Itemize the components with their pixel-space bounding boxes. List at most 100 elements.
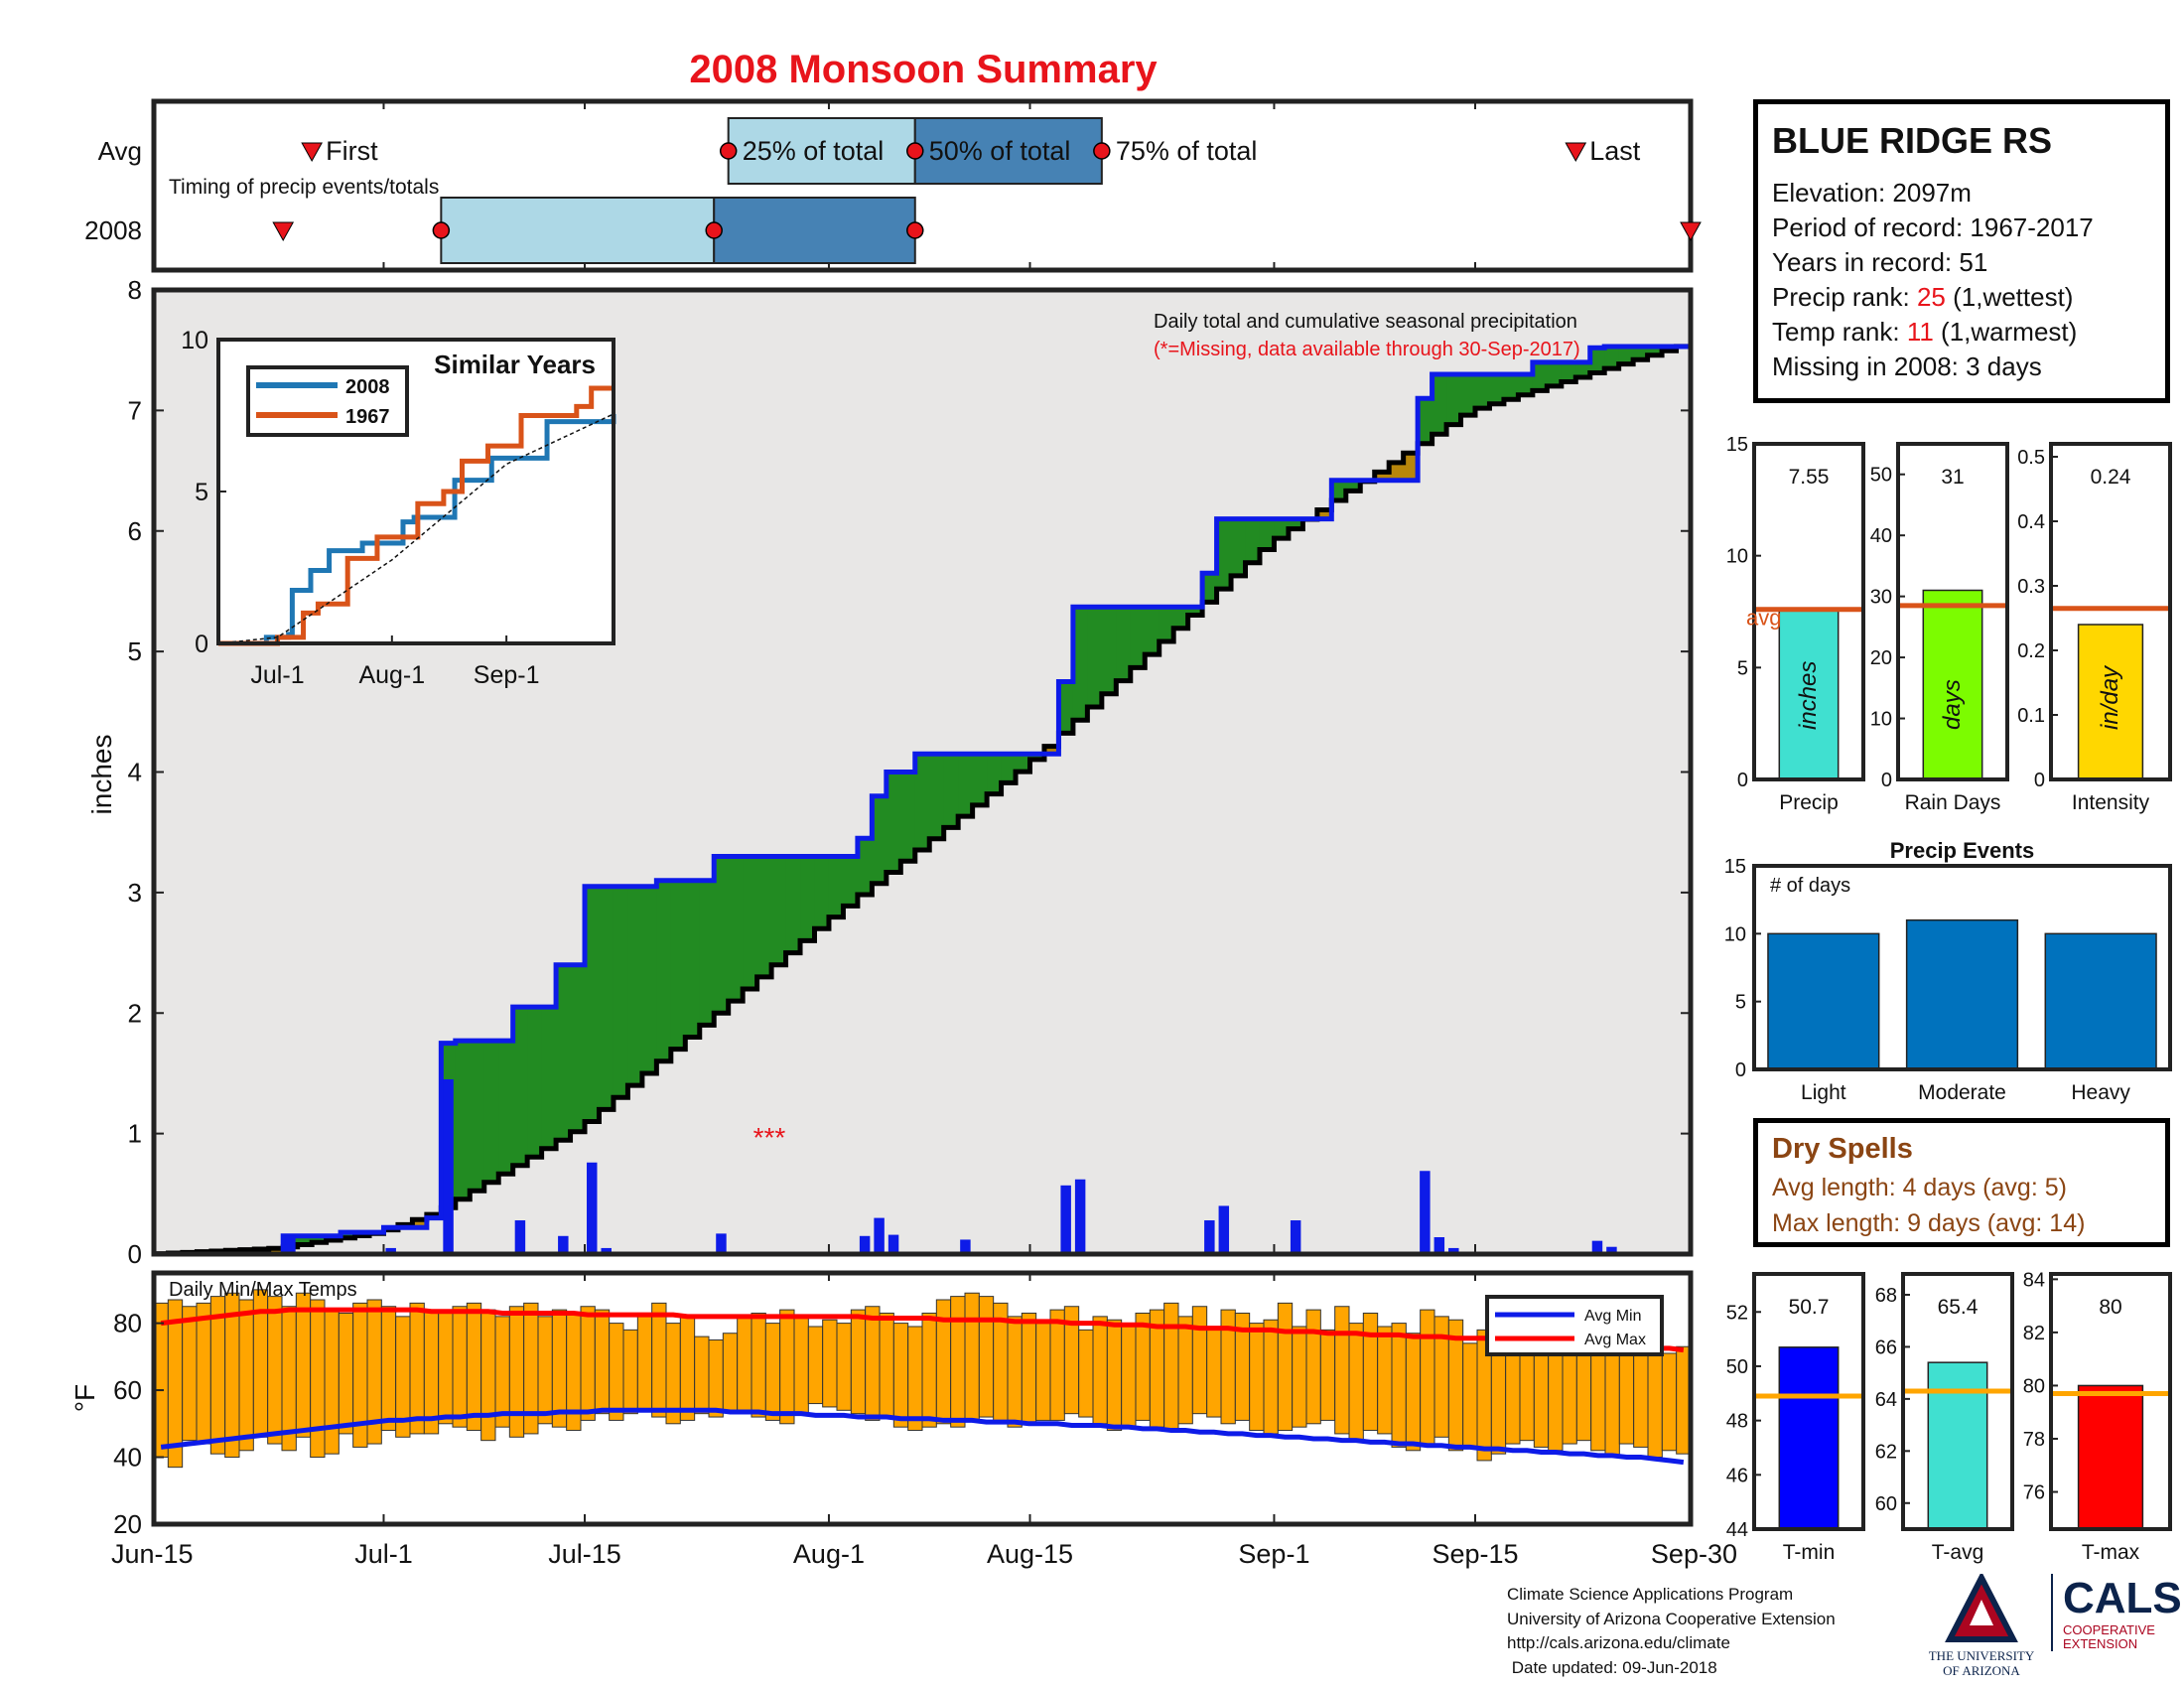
summary-rain-days-tick-label: 10 <box>1870 709 1892 731</box>
above-average-fill <box>556 964 572 1141</box>
inset-x-tick-label: Jul-1 <box>250 661 304 689</box>
chart-title: 2008 Monsoon Summary <box>689 48 1158 91</box>
daily-precip-bar <box>1448 1247 1459 1254</box>
temp-summary-t-avg-value-label: 65.4 <box>1938 1296 1979 1319</box>
precip-events-bar <box>1767 932 1880 1070</box>
timing-marker <box>705 221 723 239</box>
above-average-fill <box>599 886 614 1110</box>
summary-intensity-tick-label: 0.3 <box>2017 576 2045 598</box>
above-average-fill <box>1087 607 1103 707</box>
above-average-fill <box>1547 361 1563 386</box>
timing-box-q2-y2008 <box>713 197 916 264</box>
above-average-fill <box>1029 754 1045 760</box>
temp-summary-t-min-tick-label: 52 <box>1726 1302 1748 1324</box>
daily-temp-bar <box>737 1316 752 1415</box>
summary-precip-frame <box>1752 442 1865 781</box>
above-average-fill <box>1561 361 1576 382</box>
daily-temp-bar <box>1078 1329 1094 1418</box>
daily-temp-bar <box>324 1309 340 1455</box>
daily-temp-bar <box>636 1312 653 1411</box>
summary-rain-days-tick-label: 0 <box>1881 770 1892 791</box>
x-tick-label: Sep-1 <box>1238 1539 1309 1569</box>
daily-temp-bar <box>694 1336 710 1415</box>
cals-line-1: COOPERATIVE <box>2063 1622 2155 1637</box>
temp-rank-value: 11 <box>1906 317 1934 347</box>
above-average-fill <box>627 886 643 1086</box>
daily-precip-bar <box>601 1247 612 1254</box>
above-average-fill <box>1187 607 1203 616</box>
daily-temp-bar <box>1604 1349 1620 1459</box>
temp-panel-title: Daily Min/Max Temps <box>169 1279 357 1301</box>
above-average-fill <box>1589 348 1605 373</box>
temp-summary-t-max-tick-label: 76 <box>2023 1482 2045 1504</box>
temp-plot-frame <box>151 1270 1694 1527</box>
daily-temp-bar <box>580 1306 596 1421</box>
daily-temp-bar <box>494 1316 510 1428</box>
summary-unit-label: inches <box>1795 661 1822 730</box>
daily-temp-bar <box>1206 1326 1222 1418</box>
precip-events-frame <box>1752 864 2172 1071</box>
station-temp-rank: Temp rank: 11 (1,warmest) <box>1772 317 2078 347</box>
above-average-fill <box>886 772 901 873</box>
temp-summary-t-avg-bar <box>1927 1361 1988 1530</box>
avg-max-temp-line <box>160 1307 1685 1353</box>
avg-min-temp-line <box>160 1407 1685 1466</box>
timing-label-50: 50% of total <box>929 136 1071 166</box>
timing-label-last: Last <box>1589 136 1641 166</box>
daily-temp-bar <box>978 1296 995 1418</box>
y-tick-label: 8 <box>128 275 142 305</box>
daily-precip-bar <box>887 1234 899 1254</box>
daily-temp-bar <box>438 1312 454 1425</box>
daily-temp-bar <box>1106 1319 1123 1432</box>
daily-precip-bar <box>558 1235 569 1254</box>
daily-temp-bar <box>609 1323 624 1421</box>
above-average-fill <box>1016 754 1031 773</box>
precip-events-ylabel: # of days <box>1770 875 1850 897</box>
above-average-fill <box>1145 607 1160 655</box>
daily-temp-bar <box>1391 1323 1407 1448</box>
ua-line-2: OF ARIZONA <box>1943 1663 2020 1678</box>
above-average-fill <box>914 754 930 850</box>
daily-temp-bar <box>1277 1302 1294 1432</box>
above-average-fill <box>1532 361 1548 391</box>
precip-events-category: Heavy <box>2071 1081 2130 1104</box>
daily-temp-bar <box>537 1316 553 1425</box>
above-average-fill <box>1231 518 1247 576</box>
above-average-fill <box>699 880 715 1026</box>
observed-cumulative-line <box>154 344 1694 1257</box>
station-period: Period of record: 1967-2017 <box>1772 212 2094 242</box>
daily-precip-bar <box>1420 1171 1431 1254</box>
temp-summary-t-max-name-label: T-max <box>2082 1541 2140 1564</box>
above-average-fill <box>714 856 730 1014</box>
y-tick-label: 3 <box>128 878 142 908</box>
temp-legend-max: Avg Max <box>1584 1332 1646 1348</box>
average-cumulative-line <box>151 344 1691 1257</box>
daily-temp-bar <box>679 1316 696 1421</box>
daily-temp-bar <box>1191 1306 1208 1415</box>
daily-temp-bar <box>1263 1319 1279 1435</box>
temp-summary-t-min-tick-label: 48 <box>1726 1411 1748 1433</box>
above-average-fill <box>1418 398 1433 444</box>
precip-events-bar <box>2044 932 2157 1070</box>
below-average-fill <box>1374 472 1390 481</box>
timing-box-q2-avg <box>913 117 1103 185</box>
daily-precip-bar <box>960 1239 971 1254</box>
above-average-fill <box>470 1041 485 1192</box>
precip-events-bar <box>1905 918 2019 1070</box>
y-axis-label: inches <box>86 735 117 815</box>
dry-spells-max-length: Max length: 9 days (avg: 14) <box>1772 1209 2086 1237</box>
timing-marker <box>1093 142 1111 160</box>
daily-precip-bar <box>514 1220 526 1254</box>
above-average-fill <box>943 754 959 828</box>
inset-x-tick-label: Sep-1 <box>474 661 540 689</box>
summary-rain-days-name-label: Rain Days <box>1905 791 2001 814</box>
inset-legend-2008: 2008 <box>345 376 390 398</box>
below-average-fill <box>1389 462 1405 481</box>
daily-temp-bar <box>1362 1312 1379 1432</box>
above-average-fill <box>728 856 744 1002</box>
daily-temp-bar <box>921 1312 937 1428</box>
daily-temp-bar <box>1348 1323 1364 1442</box>
station-precip-rank: Precip rank: 25 (1,wettest) <box>1772 282 2074 312</box>
daily-temp-bar <box>1319 1329 1336 1421</box>
